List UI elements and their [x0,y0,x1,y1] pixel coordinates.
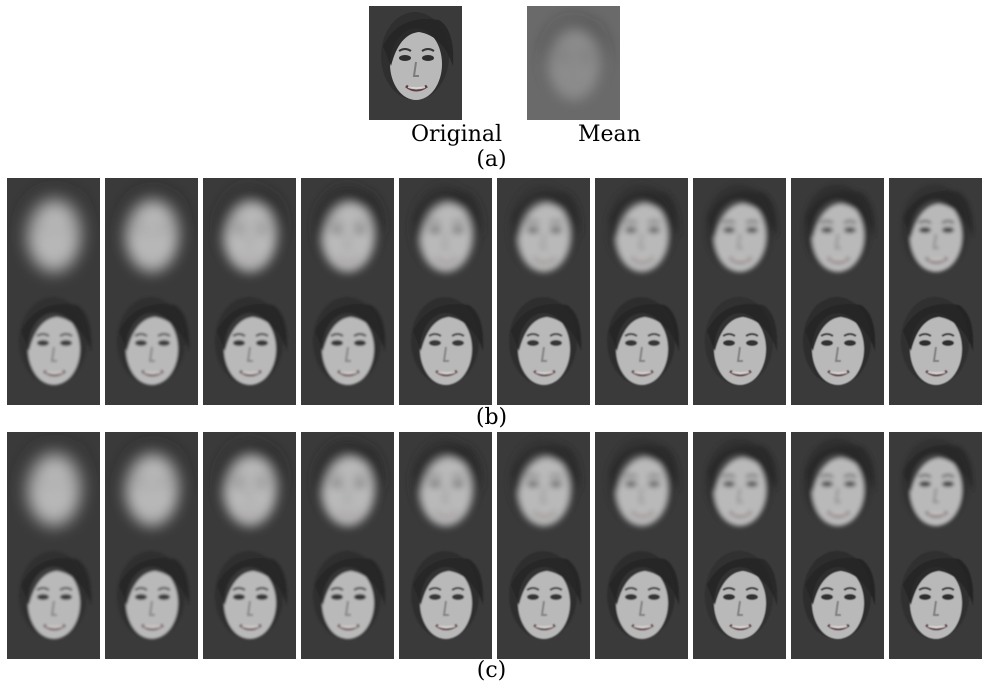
panel-b-row-1 [7,178,983,292]
panel-c-reconstruction-image [791,545,884,659]
mean-label: Mean [578,122,641,147]
panel-c-reconstruction-image [399,545,492,659]
panel-c-reconstruction-image [105,432,198,546]
panel-b-reconstruction-image [105,291,198,405]
mean-face-image [527,6,620,120]
panel-b-reconstruction-image [693,291,786,405]
panel-b-reconstruction-image [7,291,100,405]
panel-b-reconstruction-image [301,178,394,292]
panel-c-row-1 [7,432,983,546]
panel-b-grid [7,178,983,406]
panel-a-images [369,6,622,120]
panel-b-reconstruction-image [301,291,394,405]
panel-b-reconstruction-image [791,178,884,292]
panel-c-reconstruction-image [497,545,590,659]
panel-c-reconstruction-image [7,432,100,546]
panel-c-caption: (c) [476,658,507,683]
panel-c-reconstruction-image [301,432,394,546]
panel-b-reconstruction-image [399,291,492,405]
original-face-image [369,6,462,120]
panel-b-reconstruction-image [497,291,590,405]
panel-b-reconstruction-image [595,178,688,292]
panel-c-reconstruction-image [105,545,198,659]
panel-b-row-2 [7,291,983,405]
panel-a-caption: (a) [476,147,507,172]
panel-b-reconstruction-image [693,178,786,292]
original-label: Original [411,122,503,147]
panel-b-caption: (b) [475,405,508,430]
panel-c-reconstruction-image [889,545,982,659]
panel-c-reconstruction-image [203,432,296,546]
panel-b-reconstruction-image [203,291,296,405]
panel-c-reconstruction-image [497,432,590,546]
panel-b-reconstruction-image [497,178,590,292]
panel-c-reconstruction-image [693,545,786,659]
panel-c-row-2 [7,545,983,659]
panel-c-reconstruction-image [595,432,688,546]
panel-c-reconstruction-image [301,545,394,659]
panel-c-reconstruction-image [203,545,296,659]
panel-c-reconstruction-image [7,545,100,659]
panel-b-reconstruction-image [399,178,492,292]
panel-c-grid [7,432,983,660]
panel-b-reconstruction-image [203,178,296,292]
panel-b-reconstruction-image [7,178,100,292]
panel-c-reconstruction-image [889,432,982,546]
panel-b-reconstruction-image [105,178,198,292]
panel-c-reconstruction-image [399,432,492,546]
panel-b-reconstruction-image [889,178,982,292]
panel-b-reconstruction-image [791,291,884,405]
panel-b-reconstruction-image [595,291,688,405]
panel-b-reconstruction-image [889,291,982,405]
panel-c-reconstruction-image [595,545,688,659]
panel-c-reconstruction-image [693,432,786,546]
panel-c-reconstruction-image [791,432,884,546]
